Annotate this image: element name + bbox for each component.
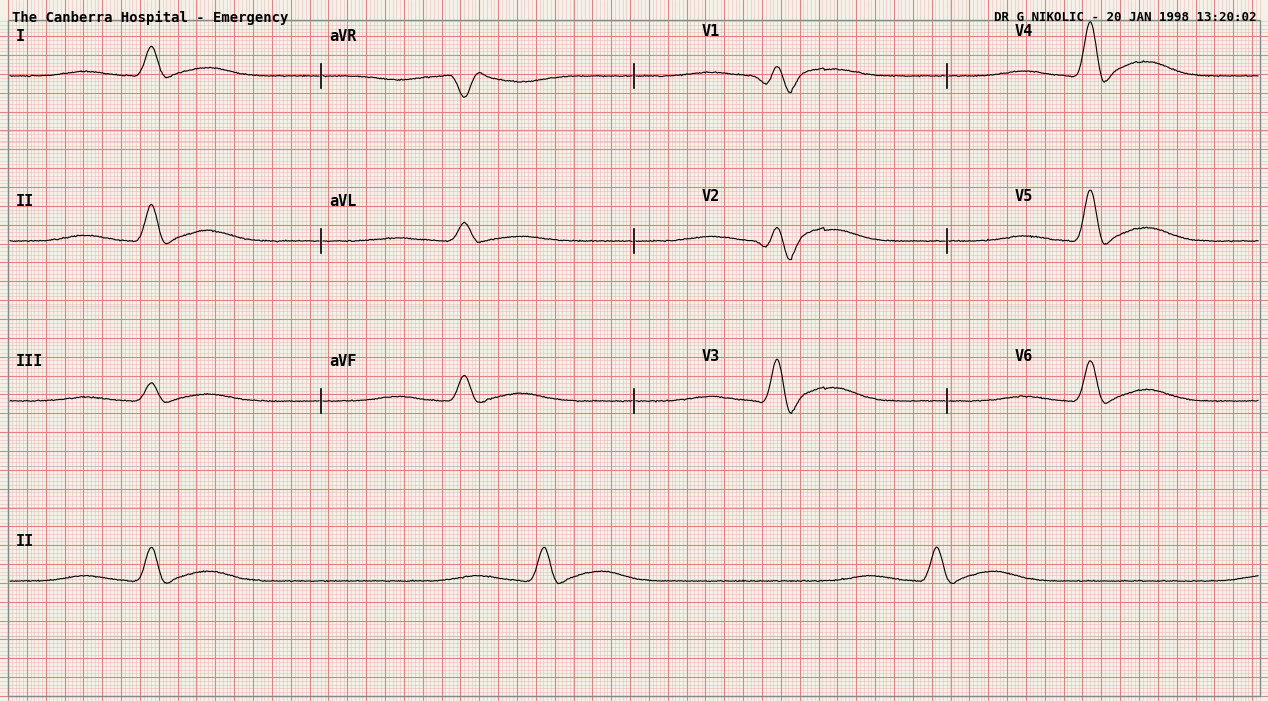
Text: V1: V1 bbox=[702, 24, 720, 39]
Text: II: II bbox=[16, 194, 34, 209]
Text: DR G NIKOLIC - 20 JAN 1998 13:20:02: DR G NIKOLIC - 20 JAN 1998 13:20:02 bbox=[994, 11, 1257, 24]
Text: I: I bbox=[16, 29, 25, 44]
Text: aVF: aVF bbox=[328, 354, 356, 369]
Text: V6: V6 bbox=[1014, 349, 1033, 364]
Text: II: II bbox=[16, 534, 34, 549]
Text: aVL: aVL bbox=[328, 194, 356, 209]
Text: aVR: aVR bbox=[328, 29, 356, 44]
Text: V3: V3 bbox=[702, 349, 720, 364]
Text: III: III bbox=[16, 354, 43, 369]
Text: V5: V5 bbox=[1014, 189, 1033, 204]
Text: The Canberra Hospital - Emergency: The Canberra Hospital - Emergency bbox=[11, 11, 288, 25]
Text: V2: V2 bbox=[702, 189, 720, 204]
Text: V4: V4 bbox=[1014, 24, 1033, 39]
